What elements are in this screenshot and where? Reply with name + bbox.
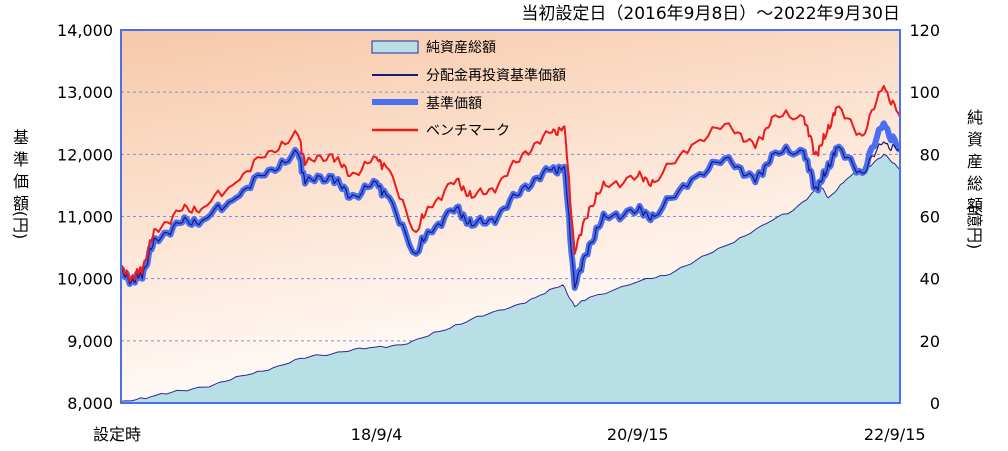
plot-frame [120,29,901,404]
legend-label-nav: 基準価額 [426,95,482,112]
y-right-tick-label: 60 [920,208,940,227]
legend-label-reinvested: 分配金再投資基準価額 [426,67,566,84]
x-tick-labels: 設定時 18/9/4 20/9/15 22/9/15 [93,425,926,444]
y-left-tick-label: 14,000 [57,21,113,40]
y-right-tick-label: 120 [909,21,940,40]
series-net-assets-area [121,154,900,403]
x-tick-label: 20/9/15 [607,425,669,444]
y-right-axis-title-char: 資 [967,130,983,149]
y-right-tick-label: 20 [920,332,940,351]
y-right-axis-title-char: 額 [967,196,983,215]
y-right-axis-title-char: (億円) [965,205,984,250]
y-left-tick-label: 10,000 [57,270,113,289]
x-tick-label: 設定時 [93,425,141,444]
y-left-tick-labels: 14,000 13,000 12,000 11,000 10,000 9,000 8,000 [57,21,113,413]
legend: 純資産総額 分配金再投資基準価額 基準価額 ベンチマーク [371,40,566,139]
y-left-axis-title-char: 額 [13,194,29,213]
series-dividend-reinvested-line [121,141,900,289]
series-layer [121,84,900,403]
y-right-axis-title-char: 産 [967,152,983,171]
y-left-axis-title: 基準価額(円) [11,128,30,239]
x-tick-label: 22/9/15 [864,425,926,444]
chart-title: 当初設定日（2016年9月8日）～2022年9月30日 [521,4,900,24]
y-left-axis-title-char: 価 [13,172,29,191]
y-left-axis-title-char: 準 [13,150,29,169]
series-net-assets-outline [121,153,900,402]
y-left-tick-label: 9,000 [67,332,113,351]
y-right-tick-label: 0 [930,394,940,413]
y-right-axis-title-char: 総 [967,174,983,193]
y-right-axis-title-char: 純 [967,108,983,127]
series-benchmark-line [121,84,900,283]
y-left-tick-label: 11,000 [57,208,113,227]
y-left-tick-label: 12,000 [57,145,113,164]
x-tick-label: 18/9/4 [351,425,403,444]
y-right-tick-labels: 120 100 80 60 40 20 0 [909,21,940,413]
y-left-tick-label: 8,000 [67,394,113,413]
legend-swatch-net-assets [371,40,419,54]
y-right-axis-title: 純資産総額(億円) [965,108,984,249]
y-left-axis-title-char: 基 [13,128,29,147]
y-right-tick-label: 100 [909,83,940,102]
y-left-axis-title-char: (円) [11,211,30,240]
y-left-tick-label: 13,000 [57,83,113,102]
legend-label-benchmark: ベンチマーク [426,123,510,139]
y-right-tick-label: 40 [920,270,940,289]
legend-label-net-assets: 純資産総額 [426,40,496,56]
y-right-tick-label: 80 [920,145,940,164]
